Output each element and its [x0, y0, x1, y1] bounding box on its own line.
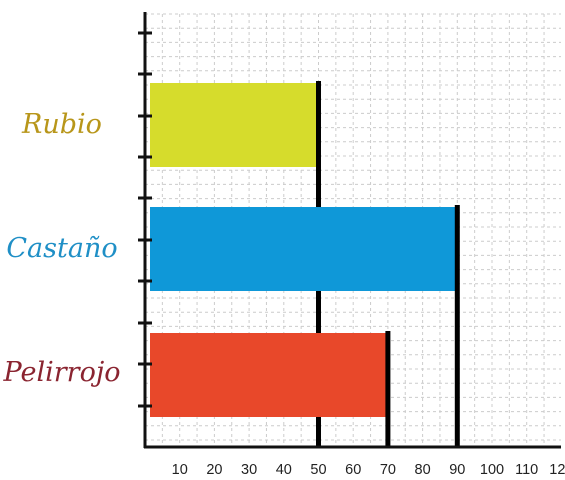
x-tick-label: 60 — [345, 462, 361, 478]
x-tick-label: 100 — [480, 462, 504, 478]
x-tick-label: 40 — [276, 462, 292, 478]
bar-pelirrojo — [150, 333, 388, 417]
x-tick-label: 80 — [415, 462, 431, 478]
category-label-pelirrojo: Pelirrojo — [3, 357, 121, 388]
x-tick-label: 110 — [515, 462, 538, 478]
bar-rubio — [150, 83, 319, 167]
x-tick-label: 90 — [449, 462, 465, 478]
x-tick-label: 20 — [206, 462, 222, 478]
category-labels: Rubio Castaño Pelirrojo — [3, 109, 121, 388]
x-tick-label: 120 — [549, 462, 565, 478]
x-tick-label: 50 — [310, 462, 326, 478]
category-label-rubio: Rubio — [21, 109, 102, 140]
axes — [138, 12, 561, 449]
bars — [150, 81, 460, 447]
bar-castaño — [150, 207, 458, 291]
x-tick-label: 10 — [172, 462, 188, 478]
x-tick-labels: 10 20 30 40 50 60 70 80 90 100 110 120 — [172, 462, 565, 478]
category-label-castaño: Castaño — [6, 233, 117, 264]
x-tick-label: 70 — [380, 462, 396, 478]
x-tick-label: 30 — [241, 462, 257, 478]
